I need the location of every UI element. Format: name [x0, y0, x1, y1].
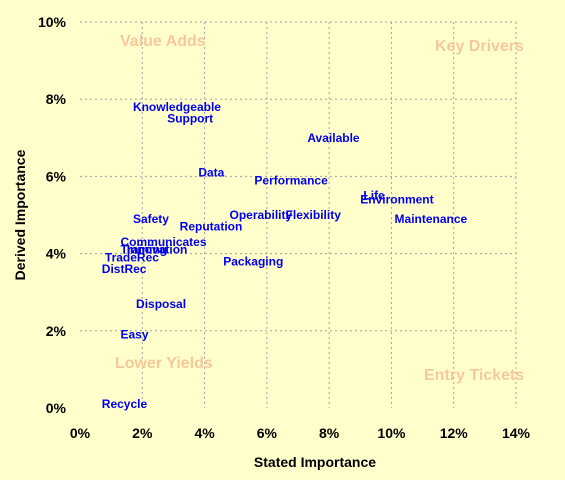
x-tick-label: 4% [194, 425, 215, 441]
data-point-label-environment: Environment [360, 193, 433, 207]
y-tick-label: 2% [46, 323, 67, 339]
data-point-label-packaging: Packaging [223, 254, 283, 268]
data-point-label-flexibility: Flexibility [286, 208, 342, 222]
quadrant-labels: Value Adds Key Drivers Lower Yields Entr… [115, 33, 524, 384]
y-tick-label: 0% [46, 400, 67, 416]
y-axis-title: Derived Importance [12, 149, 28, 280]
x-tick-label: 2% [132, 425, 153, 441]
data-point-label-safety: Safety [133, 212, 169, 226]
data-point-label-recycle: Recycle [102, 397, 148, 411]
data-point-label-available: Available [307, 131, 360, 145]
grid-lines [80, 21, 517, 408]
y-tick-label: 10% [38, 14, 67, 30]
data-point-label-knowledgeable: Knowledgeable [133, 100, 221, 114]
y-tick-label: 8% [46, 91, 67, 107]
quadrant-label-lower-yields: Lower Yields [115, 355, 213, 372]
data-point-label-reputation: Reputation [180, 220, 243, 234]
data-point-label-performance: Performance [254, 173, 328, 187]
data-point-label-maintenance: Maintenance [395, 212, 468, 226]
data-point-label-traderec: TradeRec [105, 250, 159, 264]
x-tick-label: 8% [319, 425, 340, 441]
quadrant-label-value-adds: Value Adds [120, 33, 206, 50]
data-point-label-easy: Easy [120, 328, 148, 342]
axis-tick-labels: 0% 2% 4% 6% 8% 10% 12% 14% 0% 2% 4% 6% 8% 10% [38, 14, 531, 441]
x-tick-label: 6% [257, 425, 278, 441]
data-point-label-disposal: Disposal [136, 297, 186, 311]
data-point-label-innovation: Innovation [127, 243, 188, 257]
y-tick-label: 6% [46, 168, 67, 184]
data-point-label-operability: Operability [229, 208, 292, 222]
data-point-label-support: Support [167, 112, 213, 126]
data-point-label-communicates: Communicates [120, 235, 206, 249]
x-axis-title: Stated Importance [254, 454, 376, 470]
quadrant-label-entry-tickets: Entry Tickets [424, 367, 524, 384]
data-point-label-life: Life [363, 189, 385, 203]
data-point-label-training: Training [120, 243, 167, 257]
quadrant-label-key-drivers: Key Drivers [435, 38, 524, 55]
x-tick-label: 10% [377, 425, 406, 441]
x-tick-label: 0% [70, 425, 91, 441]
x-tick-label: 12% [440, 425, 469, 441]
y-tick-label: 4% [46, 246, 67, 262]
x-tick-label: 14% [502, 425, 531, 441]
data-point-label-distrec: DistRec [102, 262, 147, 276]
data-point-label-data: Data [198, 166, 224, 180]
